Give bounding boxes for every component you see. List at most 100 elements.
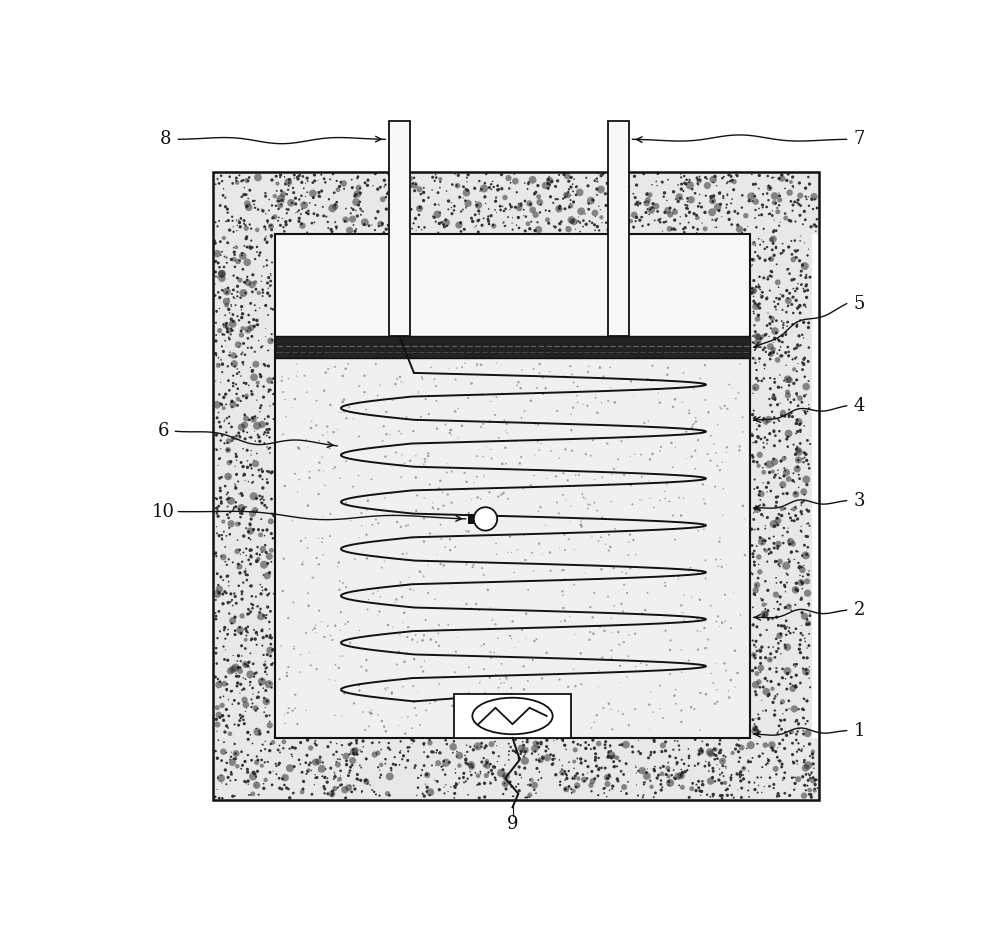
Point	[265, 301, 281, 317]
Point	[757, 327, 773, 342]
Point	[600, 216, 616, 231]
Point	[220, 770, 236, 785]
Point	[445, 739, 461, 755]
Point	[510, 776, 526, 792]
Point	[800, 283, 816, 298]
Point	[720, 187, 736, 202]
Point	[731, 755, 747, 770]
Point	[234, 190, 250, 205]
Point	[734, 740, 750, 756]
Point	[317, 770, 333, 785]
Point	[583, 741, 599, 757]
Point	[559, 169, 575, 184]
Point	[251, 247, 267, 263]
Point	[471, 603, 487, 618]
Point	[504, 779, 520, 794]
Point	[511, 759, 527, 775]
Point	[705, 789, 721, 804]
Point	[797, 212, 813, 228]
Point	[220, 374, 236, 389]
Point	[372, 216, 388, 231]
Point	[311, 486, 327, 501]
Point	[473, 357, 489, 373]
Point	[227, 459, 243, 474]
Point	[430, 185, 446, 200]
Point	[229, 668, 245, 684]
Point	[258, 545, 274, 560]
Point	[226, 751, 242, 766]
Point	[716, 169, 732, 184]
Point	[748, 194, 764, 210]
Point	[603, 216, 619, 231]
Point	[262, 714, 278, 729]
Point	[642, 188, 658, 203]
Point	[388, 169, 404, 184]
Point	[793, 198, 809, 213]
Point	[762, 339, 778, 355]
Point	[780, 262, 796, 277]
Point	[444, 495, 460, 510]
Point	[533, 771, 549, 786]
Point	[207, 276, 223, 291]
Point	[631, 765, 647, 780]
Point	[722, 173, 738, 189]
Point	[249, 313, 265, 328]
Point	[252, 245, 268, 260]
Point	[225, 348, 241, 363]
Point	[791, 716, 807, 731]
Point	[317, 786, 333, 801]
Point	[751, 231, 767, 246]
Point	[219, 569, 235, 584]
Point	[558, 187, 574, 202]
Point	[770, 786, 786, 801]
Point	[345, 217, 361, 232]
Point	[233, 369, 249, 384]
Point	[494, 181, 510, 196]
Point	[795, 628, 811, 643]
Point	[227, 589, 243, 604]
Point	[757, 671, 773, 686]
Point	[408, 223, 424, 238]
Point	[784, 297, 800, 312]
Point	[785, 281, 801, 296]
Point	[798, 664, 814, 679]
Point	[563, 192, 579, 208]
Point	[250, 522, 266, 538]
Point	[535, 387, 551, 402]
Point	[611, 637, 627, 652]
Point	[222, 223, 238, 238]
Point	[212, 260, 228, 275]
Point	[770, 275, 786, 290]
Point	[791, 642, 807, 657]
Point	[263, 526, 279, 541]
Point	[698, 754, 714, 769]
Point	[233, 486, 249, 501]
Point	[780, 429, 796, 445]
Point	[771, 171, 787, 186]
Point	[772, 286, 788, 301]
Point	[453, 224, 469, 239]
Point	[443, 200, 459, 215]
Point	[318, 210, 334, 225]
Point	[707, 220, 723, 235]
Point	[263, 278, 279, 293]
Point	[583, 193, 599, 209]
Point	[338, 212, 354, 228]
Point	[616, 779, 632, 794]
Point	[750, 307, 766, 322]
Point	[249, 240, 265, 255]
Point	[215, 514, 231, 529]
Point	[683, 192, 699, 208]
Point	[432, 172, 448, 187]
Point	[403, 202, 419, 217]
Point	[252, 492, 268, 507]
Point	[273, 183, 289, 198]
Point	[222, 348, 238, 363]
Point	[762, 181, 778, 196]
Point	[761, 687, 777, 702]
Point	[370, 516, 386, 531]
Point	[245, 522, 261, 538]
Point	[570, 379, 586, 394]
Point	[773, 721, 789, 737]
Point	[288, 191, 304, 206]
